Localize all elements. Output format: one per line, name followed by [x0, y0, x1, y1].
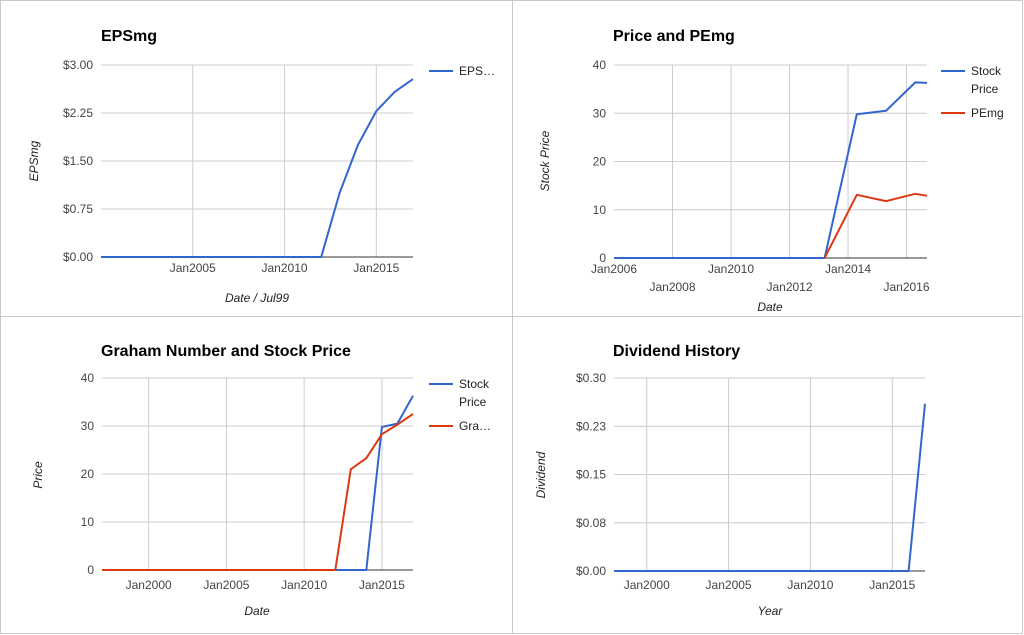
grid — [101, 64, 413, 257]
x-tick-label: Jan2010 — [281, 578, 327, 592]
y-tick-label: $0.00 — [576, 564, 606, 578]
y-axis-label: EPSmg — [27, 140, 41, 181]
y-axis-label: Price — [31, 461, 45, 489]
legend-label: Gra… — [459, 419, 491, 433]
y-tick-label: $0.08 — [576, 516, 606, 530]
x-tick-label: Jan2014 — [825, 262, 871, 276]
x-axis-label: Date — [757, 300, 783, 314]
x-tick-label: Jan2005 — [706, 578, 752, 592]
y-tick-label: $0.30 — [576, 371, 606, 385]
chart-panel-dividend: $0.00 $0.08 $0.15 $0.23 $0.30 Jan2000 Jan2005… — [512, 316, 1023, 634]
x-axis-label: Date / Jul99 — [225, 291, 289, 305]
y-tick-label: 30 — [593, 106, 607, 120]
chart-panel-price-pemg: 0 10 20 30 40 Jan2006 Jan2008 Jan2010 Jan2012 Ja… — [512, 0, 1023, 317]
chart-title: Graham Number and Stock Price — [101, 343, 351, 360]
x-tick-label: Jan2015 — [359, 578, 405, 592]
legend-label: EPS… — [459, 64, 495, 78]
x-tick-label: Jan2015 — [869, 578, 915, 592]
y-tick-label: 30 — [81, 419, 95, 433]
y-tick-label: 10 — [81, 515, 95, 529]
y-axis-label: Stock Price — [538, 130, 552, 191]
series-line-1 — [614, 81, 928, 259]
grid — [614, 64, 927, 258]
legend-label: PEmg — [971, 106, 1004, 120]
chart-title: EPSmg — [101, 28, 157, 45]
grid — [102, 377, 413, 570]
chart-graham: 0 10 20 30 40 Jan2000 Jan2005 Jan2010 Jan2015 S… — [31, 343, 491, 618]
legend-label: Stock Price — [971, 64, 1002, 96]
y-axis-label: Dividend — [534, 451, 548, 498]
y-tick-label: 40 — [81, 371, 95, 385]
series-line-2 — [823, 192, 928, 259]
y-tick-label: $1.50 — [63, 154, 93, 168]
y-tick-label: 20 — [81, 467, 95, 481]
x-tick-label: Jan2005 — [203, 578, 249, 592]
x-tick-label: Jan2012 — [766, 280, 812, 294]
series-line-1 — [101, 78, 414, 258]
y-tick-label: 20 — [593, 155, 607, 169]
x-axis-label: Date — [244, 604, 270, 618]
y-tick-label: $2.25 — [63, 106, 93, 120]
legend-label: Stock Price — [459, 377, 490, 409]
y-tick-label: 10 — [593, 203, 607, 217]
chart-title: Dividend History — [613, 343, 740, 360]
x-tick-label: Jan2006 — [591, 262, 637, 276]
chart-panel-epsmg: $0.00 $0.75 $1.50 $2.25 $3.00 Jan2005 Jan2010… — [0, 0, 513, 317]
y-tick-label: $3.00 — [63, 58, 93, 72]
chart-price-pemg: 0 10 20 30 40 Jan2006 Jan2008 Jan2010 Jan2012 Ja… — [538, 28, 1004, 314]
series-line-2 — [102, 413, 414, 571]
y-tick-label: 0 — [599, 251, 606, 265]
y-tick-label: 40 — [593, 58, 607, 72]
x-tick-label: Jan2015 — [353, 261, 399, 275]
y-tick-label: $0.75 — [63, 202, 93, 216]
chart-panel-graham: 0 10 20 30 40 Jan2000 Jan2005 Jan2010 Jan2015 S… — [0, 316, 513, 634]
x-tick-label: Jan2005 — [170, 261, 216, 275]
x-tick-label: Jan2010 — [262, 261, 308, 275]
x-tick-label: Jan2010 — [787, 578, 833, 592]
chart-epsmg: $0.00 $0.75 $1.50 $2.25 $3.00 Jan2005 Jan2010… — [27, 28, 495, 305]
x-tick-label: Jan2000 — [126, 578, 172, 592]
x-tick-label: Jan2016 — [883, 280, 929, 294]
y-tick-label: $0.15 — [576, 468, 606, 482]
y-tick-label: $0.00 — [63, 250, 93, 264]
x-tick-label: Jan2010 — [708, 262, 754, 276]
y-tick-label: $0.23 — [576, 419, 606, 433]
grid — [614, 377, 925, 571]
x-tick-label: Jan2000 — [624, 578, 670, 592]
chart-title: Price and PEmg — [613, 28, 735, 45]
chart-dividend: $0.00 $0.08 $0.15 $0.23 $0.30 Jan2000 Jan2005… — [534, 343, 926, 618]
series-line-1 — [614, 403, 926, 572]
x-tick-label: Jan2008 — [649, 280, 695, 294]
x-axis-label: Year — [758, 604, 784, 618]
y-tick-label: 0 — [87, 563, 94, 577]
